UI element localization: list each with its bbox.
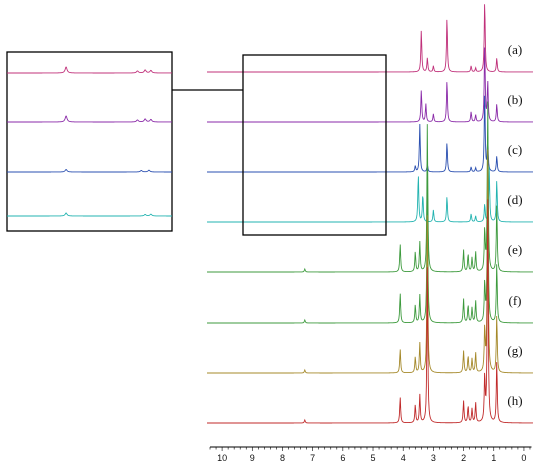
series-label-h: (h) bbox=[507, 393, 522, 408]
series-labels: (a) (b) (c) (d) (e) (f) (g) (h) bbox=[507, 42, 522, 408]
series-label-g: (g) bbox=[507, 343, 522, 358]
inset-spectrum-d bbox=[7, 212, 172, 217]
spectrum-line-g bbox=[207, 149, 533, 374]
x-tick-label: 4 bbox=[401, 453, 406, 463]
series-label-d: (d) bbox=[507, 192, 522, 207]
x-tick-label: 8 bbox=[280, 453, 285, 463]
series-label-c: (c) bbox=[508, 142, 522, 157]
x-tick-label: 1 bbox=[491, 453, 496, 463]
x-tick-label: 5 bbox=[371, 453, 376, 463]
spectrum-line-d bbox=[207, 166, 534, 223]
spectrum-line-b bbox=[207, 47, 533, 123]
x-tick-label: 3 bbox=[431, 453, 436, 463]
inset-frame bbox=[6, 51, 173, 232]
x-tick-label: 2 bbox=[461, 453, 466, 463]
series-label-a: (a) bbox=[508, 42, 522, 57]
inset-spectrum-a bbox=[7, 66, 172, 74]
series-label-f: (f) bbox=[509, 293, 522, 308]
x-tick-label: 7 bbox=[310, 453, 315, 463]
zoom-region-box bbox=[242, 54, 387, 236]
spectra-group bbox=[207, 4, 534, 424]
spectrum-line-f bbox=[207, 147, 533, 324]
x-tick-label: 6 bbox=[340, 453, 345, 463]
spectrum-line-c bbox=[207, 95, 533, 173]
x-tick-label: 9 bbox=[250, 453, 255, 463]
inset-spectrum-c bbox=[7, 169, 172, 173]
x-tick-label: 0 bbox=[521, 453, 526, 463]
series-label-e: (e) bbox=[508, 242, 522, 257]
x-axis: 10 9 8 7 6 5 4 3 2 1 0 bbox=[209, 446, 532, 463]
spectrum-line-e bbox=[207, 101, 533, 273]
x-tick-label: 10 bbox=[217, 453, 227, 463]
series-label-b: (b) bbox=[507, 92, 522, 107]
spectrum-line-h bbox=[207, 199, 534, 424]
spectrum-line-a bbox=[207, 4, 533, 73]
inset-zoom bbox=[6, 51, 173, 232]
inset-spectrum-b bbox=[7, 115, 172, 123]
